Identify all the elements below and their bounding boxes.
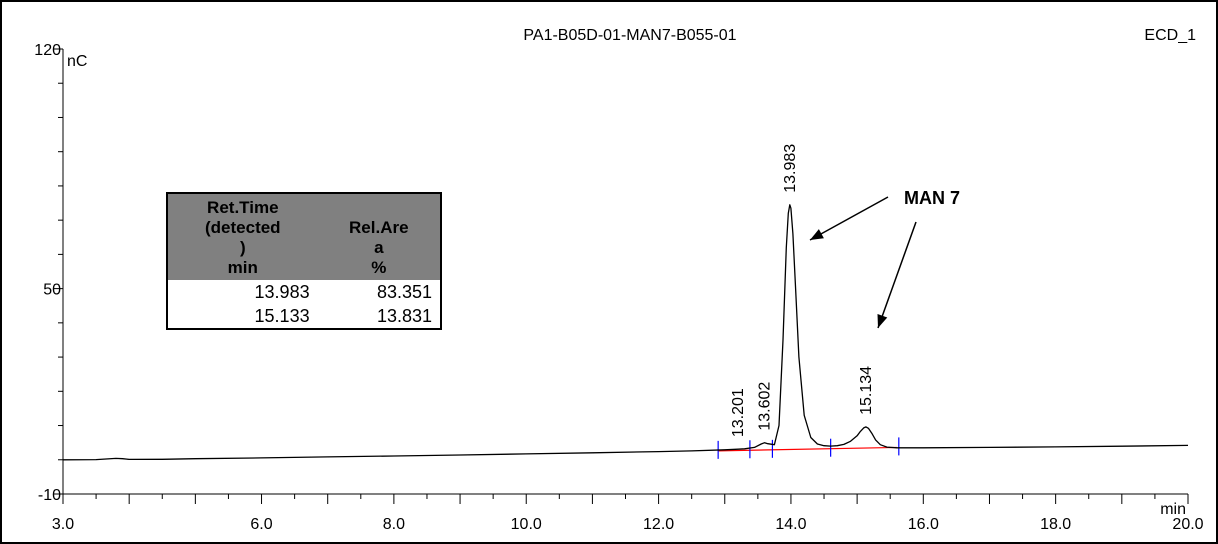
annotation-arrow bbox=[877, 221, 917, 329]
y-tick-label: 50 bbox=[43, 282, 61, 299]
header-rel-area: Rel.Are a % bbox=[317, 194, 440, 280]
signal-trace bbox=[62, 204, 1189, 461]
x-tick-label: 14.0 bbox=[775, 516, 806, 533]
channel-label: ECD_1 bbox=[1144, 27, 1196, 44]
peak-label: 13.983 bbox=[782, 144, 799, 193]
cell-ret-time: 15.133 bbox=[254, 306, 310, 326]
cell-rel-area: 13.831 bbox=[376, 306, 432, 326]
cell-ret-time: 13.983 bbox=[254, 282, 310, 302]
x-tick-label: 18.0 bbox=[1040, 516, 1071, 533]
x-tick-label: 10.0 bbox=[511, 516, 542, 533]
annotation-label: MAN 7 bbox=[904, 188, 960, 208]
x-axis-unit: min bbox=[1160, 501, 1186, 518]
x-tick-label: 3.0 bbox=[52, 516, 74, 533]
x-tick-label: 16.0 bbox=[908, 516, 939, 533]
arrow-head bbox=[877, 314, 888, 328]
cell-rel-area: 83.351 bbox=[376, 282, 432, 302]
table-row: 13.983 83.351 bbox=[168, 280, 440, 304]
arrow-head bbox=[810, 229, 824, 240]
integration-baseline bbox=[718, 446, 897, 452]
peak-label: 13.201 bbox=[730, 388, 747, 437]
y-tick-label: -10 bbox=[38, 487, 61, 504]
x-tick-label: 8.0 bbox=[383, 516, 405, 533]
peak-label: 13.602 bbox=[757, 382, 774, 431]
chart-title: PA1-B05D-01-MAN7-B055-01 bbox=[523, 27, 736, 44]
results-table: Ret.Time (detected ) min Rel.Are a % 13.… bbox=[166, 192, 442, 330]
y-axis-unit: nC bbox=[67, 53, 87, 70]
annotation-arrow bbox=[809, 196, 889, 241]
y-tick-label: 120 bbox=[34, 42, 61, 59]
peak-label: 15.134 bbox=[858, 366, 875, 415]
x-tick-label: 12.0 bbox=[643, 516, 674, 533]
x-tick-label: 20.0 bbox=[1172, 516, 1203, 533]
header-ret-time: Ret.Time (detected ) min bbox=[168, 194, 318, 280]
x-tick-label: 6.0 bbox=[250, 516, 272, 533]
table-row: 15.133 13.831 bbox=[168, 304, 440, 328]
